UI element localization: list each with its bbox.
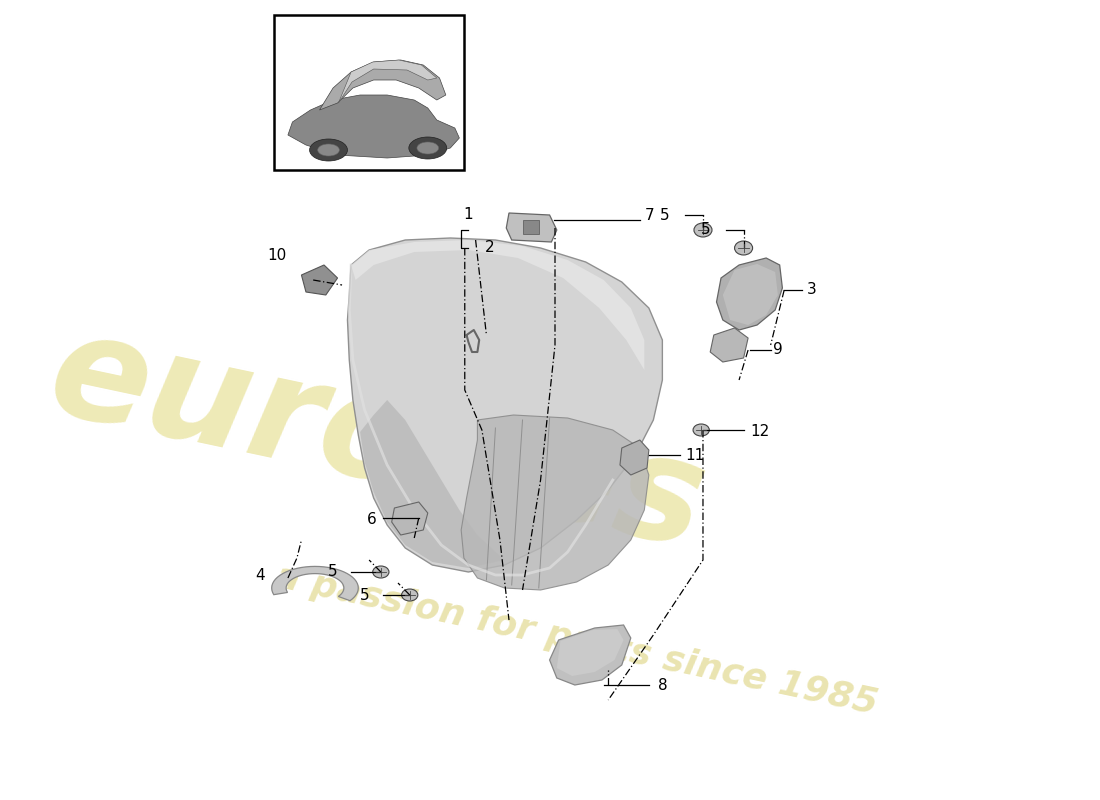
Ellipse shape [735,241,752,255]
Text: 12: 12 [750,425,769,439]
Text: 3: 3 [806,282,816,298]
Ellipse shape [402,589,418,601]
Polygon shape [272,566,359,601]
Polygon shape [557,629,624,676]
Polygon shape [348,238,662,572]
Text: 7: 7 [646,207,654,222]
Bar [274,15,464,170]
Text: a passion for parts since 1985: a passion for parts since 1985 [273,559,881,721]
Polygon shape [319,60,446,110]
Text: 5: 5 [328,565,338,579]
Text: 1: 1 [463,207,473,222]
Ellipse shape [409,137,447,159]
Text: 9: 9 [773,342,783,358]
Ellipse shape [694,223,712,237]
Polygon shape [716,258,782,330]
Polygon shape [351,240,645,370]
Polygon shape [301,265,338,295]
Ellipse shape [693,424,710,436]
Ellipse shape [318,144,339,156]
Polygon shape [550,625,630,685]
Ellipse shape [309,139,348,161]
Polygon shape [461,415,649,590]
Polygon shape [288,95,460,158]
Text: europes: europes [39,302,718,578]
Text: 11: 11 [685,447,704,462]
Text: 6: 6 [366,513,376,527]
Polygon shape [711,328,748,362]
Text: 5: 5 [360,587,370,602]
Polygon shape [723,264,778,325]
Ellipse shape [417,142,439,154]
Text: 8: 8 [658,678,668,693]
Text: 5: 5 [660,207,670,222]
Text: 4: 4 [255,567,265,582]
Ellipse shape [373,566,389,578]
Polygon shape [392,502,428,535]
Text: 2: 2 [485,241,494,255]
Text: 5: 5 [701,222,711,238]
Polygon shape [339,60,437,103]
Polygon shape [360,400,505,568]
Text: 10: 10 [267,247,286,262]
Polygon shape [506,213,557,242]
Polygon shape [620,440,649,475]
Bar [522,220,539,234]
